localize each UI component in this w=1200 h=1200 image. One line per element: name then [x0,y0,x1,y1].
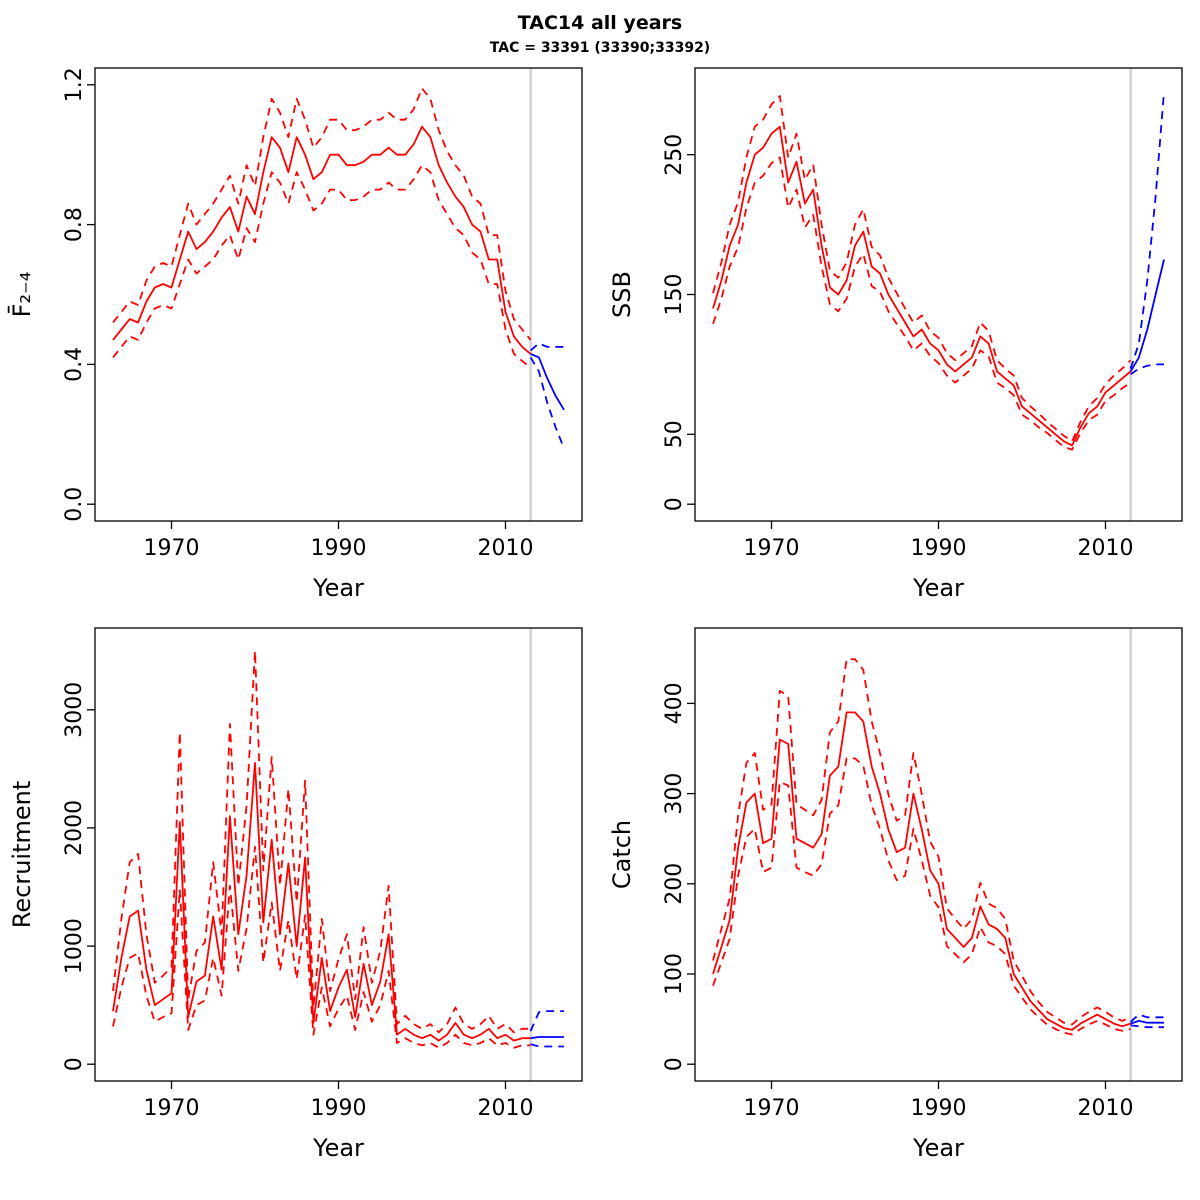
y-tick-label: 0.0 [62,487,87,522]
x-axis-title: Year [912,574,964,602]
y-tick-label: 50 [662,420,687,448]
x-axis-title: Year [312,1134,364,1162]
catch-panel-estimate-median [712,711,1131,1031]
ssb-panel-chart: 1970 1990 2010 0 50 150 250 Year SSB [608,67,1183,602]
y-tick-label: 250 [662,134,687,176]
x-tick-label: 1970 [144,1096,200,1121]
y-tick-label: 2000 [62,800,87,856]
plot-frame [694,67,1183,522]
catch-panel-forecast-lower-ci [1130,1024,1164,1029]
catch-panel-forecast-median [1130,1019,1164,1025]
ssb-panel-forecast-median [1129,259,1165,372]
x-tick-label: 2010 [1078,536,1134,561]
ssb-panel-forecast-upper-ci [1129,91,1165,369]
y-tick-label: 150 [662,274,687,316]
x-tick-label: 1990 [911,1096,967,1121]
y-tick-label: 0.8 [62,207,87,242]
f-panel-estimate-lower-ci [112,164,532,369]
x-tick-label: 1990 [911,536,967,561]
x-tick-label: 1970 [744,536,800,561]
catch-panel-chart: 1970 1990 2010 0 100 200 300 400 Year Catch [608,627,1183,1162]
x-tick-label: 1990 [311,1096,367,1121]
recruitment-panel-forecast-upper-ci [529,1010,564,1032]
y-axis-title: SSB [608,271,636,318]
y-tick-label: 0 [662,1057,687,1071]
recruitment-panel-estimate-lower-ci [112,845,531,1049]
x-axis-title: Year [912,1134,964,1162]
x-tick-label: 1990 [311,536,367,561]
y-tick-label: 0 [62,1057,87,1071]
plot-frame [94,627,583,1082]
catch-panel-estimate-upper-ci [712,658,1131,1026]
recruitment-panel-chart: 1970 1990 2010 0 1000 2000 3000 Year Recruitment [8,627,583,1162]
figure-title: TAC14 all years [517,12,683,34]
x-tick-label: 2010 [478,536,534,561]
f-panel-forecast-upper-ci [530,342,564,352]
ssb-panel-estimate-lower-ci [712,156,1132,451]
recruitment-panel-forecast-median [530,1036,564,1040]
y-axis-title: F̄₂₋₄ [7,272,36,318]
y-tick-label: 1000 [62,918,87,974]
x-tick-label: 1970 [744,1096,800,1121]
y-axis-title: Catch [608,820,636,889]
x-tick-label: 2010 [478,1096,534,1121]
y-tick-label: 3000 [62,682,87,738]
recruitment-panel-forecast-lower-ci [530,1043,564,1048]
f-panel-estimate-median [112,125,532,355]
plot-frame [94,67,583,522]
y-tick-label: 400 [662,682,687,724]
ssb-panel-forecast-lower-ci [1130,363,1164,375]
y-tick-label: 1.2 [62,67,87,102]
y-tick-label: 200 [662,863,687,905]
f-panel-chart: 1970 1990 2010 0.0 0.4 0.8 1.2 Year F̄₂₋₄ [7,67,583,602]
f-panel-forecast-median [530,353,565,411]
y-tick-label: 0 [662,497,687,511]
y-tick-label: 0.4 [62,347,87,382]
recruitment-panel-estimate-median [112,761,531,1042]
y-tick-label: 300 [662,773,687,815]
ssb-panel-estimate-median [712,125,1132,447]
x-axis-title: Year [312,574,364,602]
f-panel-forecast-lower-ci [529,356,565,449]
catch-panel-forecast-upper-ci [1130,1013,1164,1023]
recruitment-panel-estimate-upper-ci [112,649,531,1034]
ssb-panel-estimate-upper-ci [712,95,1132,443]
y-tick-label: 100 [662,953,687,995]
figure-subtitle: TAC = 33391 (33390;33392) [489,40,711,56]
panels-grid: 1970 1990 2010 0.0 0.4 0.8 1.2 Year F̄₂₋₄ 1970 19… [0,56,1200,1176]
x-tick-label: 1970 [144,536,200,561]
y-axis-title: Recruitment [8,781,36,928]
x-tick-label: 2010 [1078,1096,1134,1121]
figure-header: TAC14 all years TAC = 33391 (33390;33392… [0,0,1200,56]
